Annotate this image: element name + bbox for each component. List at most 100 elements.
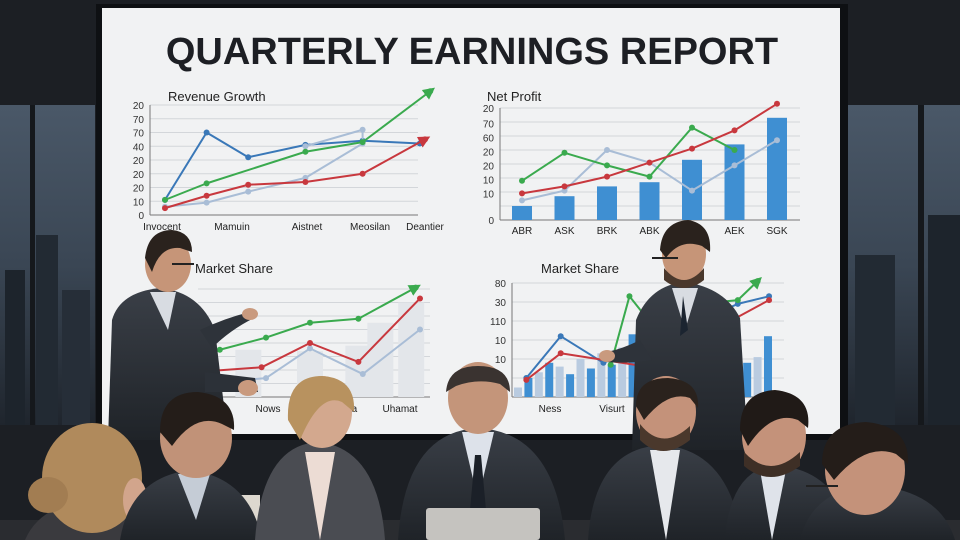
data-point	[422, 136, 428, 143]
data-point	[731, 147, 738, 153]
attendee-woman-2	[255, 376, 385, 540]
data-point	[302, 179, 309, 185]
bar	[618, 347, 627, 397]
data-point	[626, 293, 633, 300]
x-tick-label: ASK	[554, 226, 574, 237]
y-tick-label: 20	[133, 184, 145, 195]
y-tick-label: 10	[133, 197, 145, 208]
data-point	[561, 183, 568, 190]
data-point	[607, 361, 614, 368]
data-point	[203, 199, 210, 206]
y-tick-label: 70	[483, 119, 495, 130]
data-point	[774, 100, 780, 107]
data-point	[263, 334, 269, 341]
data-point	[731, 162, 738, 169]
laptop	[426, 508, 540, 540]
series-line-blue	[164, 131, 420, 201]
y-tick-label: 70	[133, 129, 145, 140]
data-point	[302, 143, 309, 150]
bar	[555, 366, 564, 397]
data-point	[245, 181, 252, 188]
data-point	[216, 346, 223, 353]
y-tick-label: 20	[483, 147, 495, 158]
x-tick-label: Aistnet	[292, 222, 323, 233]
bar	[628, 334, 637, 397]
data-point	[245, 154, 252, 161]
bar	[545, 362, 554, 397]
data-point	[604, 147, 610, 153]
data-point	[162, 205, 168, 212]
report-title: QUARTERLY EARNINGS REPORT	[166, 31, 778, 73]
bar	[724, 144, 745, 220]
bar	[514, 387, 522, 397]
data-point	[355, 315, 362, 322]
x-tick-label: Visurt	[599, 404, 625, 415]
y-tick-label: 110	[490, 317, 506, 328]
chart-2: Net Profit 0 10 10 20 20 60 70 20 ABR ASK BRK ABK AEK…	[483, 89, 800, 237]
chart-title: Market Share	[541, 261, 619, 276]
data-point	[774, 137, 780, 144]
y-tick-label: 20	[133, 170, 145, 181]
x-tick-label: SGK	[766, 226, 787, 237]
data-point	[561, 149, 568, 156]
x-tick-label: Mamuin	[214, 222, 250, 233]
data-point	[604, 173, 610, 180]
y-tick-label: 10	[495, 336, 507, 347]
data-point	[519, 197, 525, 204]
series-line-red	[164, 136, 431, 210]
data-point	[689, 187, 695, 194]
data-point	[355, 358, 362, 365]
chart-title: Revenue Growth	[168, 89, 266, 104]
y-tick-label: 60	[483, 133, 495, 144]
data-point	[519, 177, 525, 184]
data-point	[359, 371, 366, 378]
data-point	[245, 188, 252, 195]
x-tick-label: ABR	[512, 226, 533, 237]
data-point	[557, 333, 564, 340]
y-tick-label: 0	[488, 216, 494, 227]
bar	[753, 357, 762, 397]
data-point	[646, 159, 653, 166]
y-tick-label: 0	[138, 211, 144, 222]
y-tick-label: 10	[495, 355, 507, 366]
x-tick-label: Ness	[539, 404, 562, 415]
chart-title: Net Profit	[487, 89, 542, 104]
x-tick-label: Nows	[255, 404, 280, 415]
attendee-man-right	[800, 422, 955, 540]
data-point	[359, 139, 366, 146]
attendee-man-1	[120, 392, 262, 540]
data-point	[734, 297, 741, 304]
data-point	[359, 126, 366, 133]
data-point	[417, 295, 423, 302]
right-window	[848, 105, 960, 425]
data-point	[766, 297, 773, 304]
bar	[534, 372, 543, 397]
x-tick-label: ABK	[639, 226, 659, 237]
bar	[566, 374, 575, 397]
y-tick-label: 20	[483, 161, 495, 172]
data-point	[302, 174, 309, 181]
data-point	[604, 162, 610, 169]
bar	[607, 364, 616, 397]
data-point	[689, 145, 695, 152]
bar	[576, 359, 585, 397]
chart-title: Market Share	[195, 261, 273, 276]
attendee-woman-left	[25, 423, 150, 540]
data-point	[427, 88, 434, 95]
data-point	[302, 148, 309, 155]
bar	[597, 353, 606, 397]
y-tick-label: 10	[483, 189, 495, 200]
data-point	[307, 340, 313, 346]
bar	[554, 196, 575, 220]
y-tick-label: 80	[495, 279, 507, 290]
y-tick-label: 10	[483, 175, 495, 186]
bar	[764, 336, 772, 397]
y-tick-label: 20	[483, 104, 495, 115]
data-point	[561, 187, 568, 194]
attendee-man-center	[398, 362, 565, 540]
data-point	[754, 278, 761, 285]
bar	[512, 206, 532, 220]
y-tick-label: 40	[133, 142, 145, 153]
x-tick-label: Meosilan	[350, 222, 390, 233]
